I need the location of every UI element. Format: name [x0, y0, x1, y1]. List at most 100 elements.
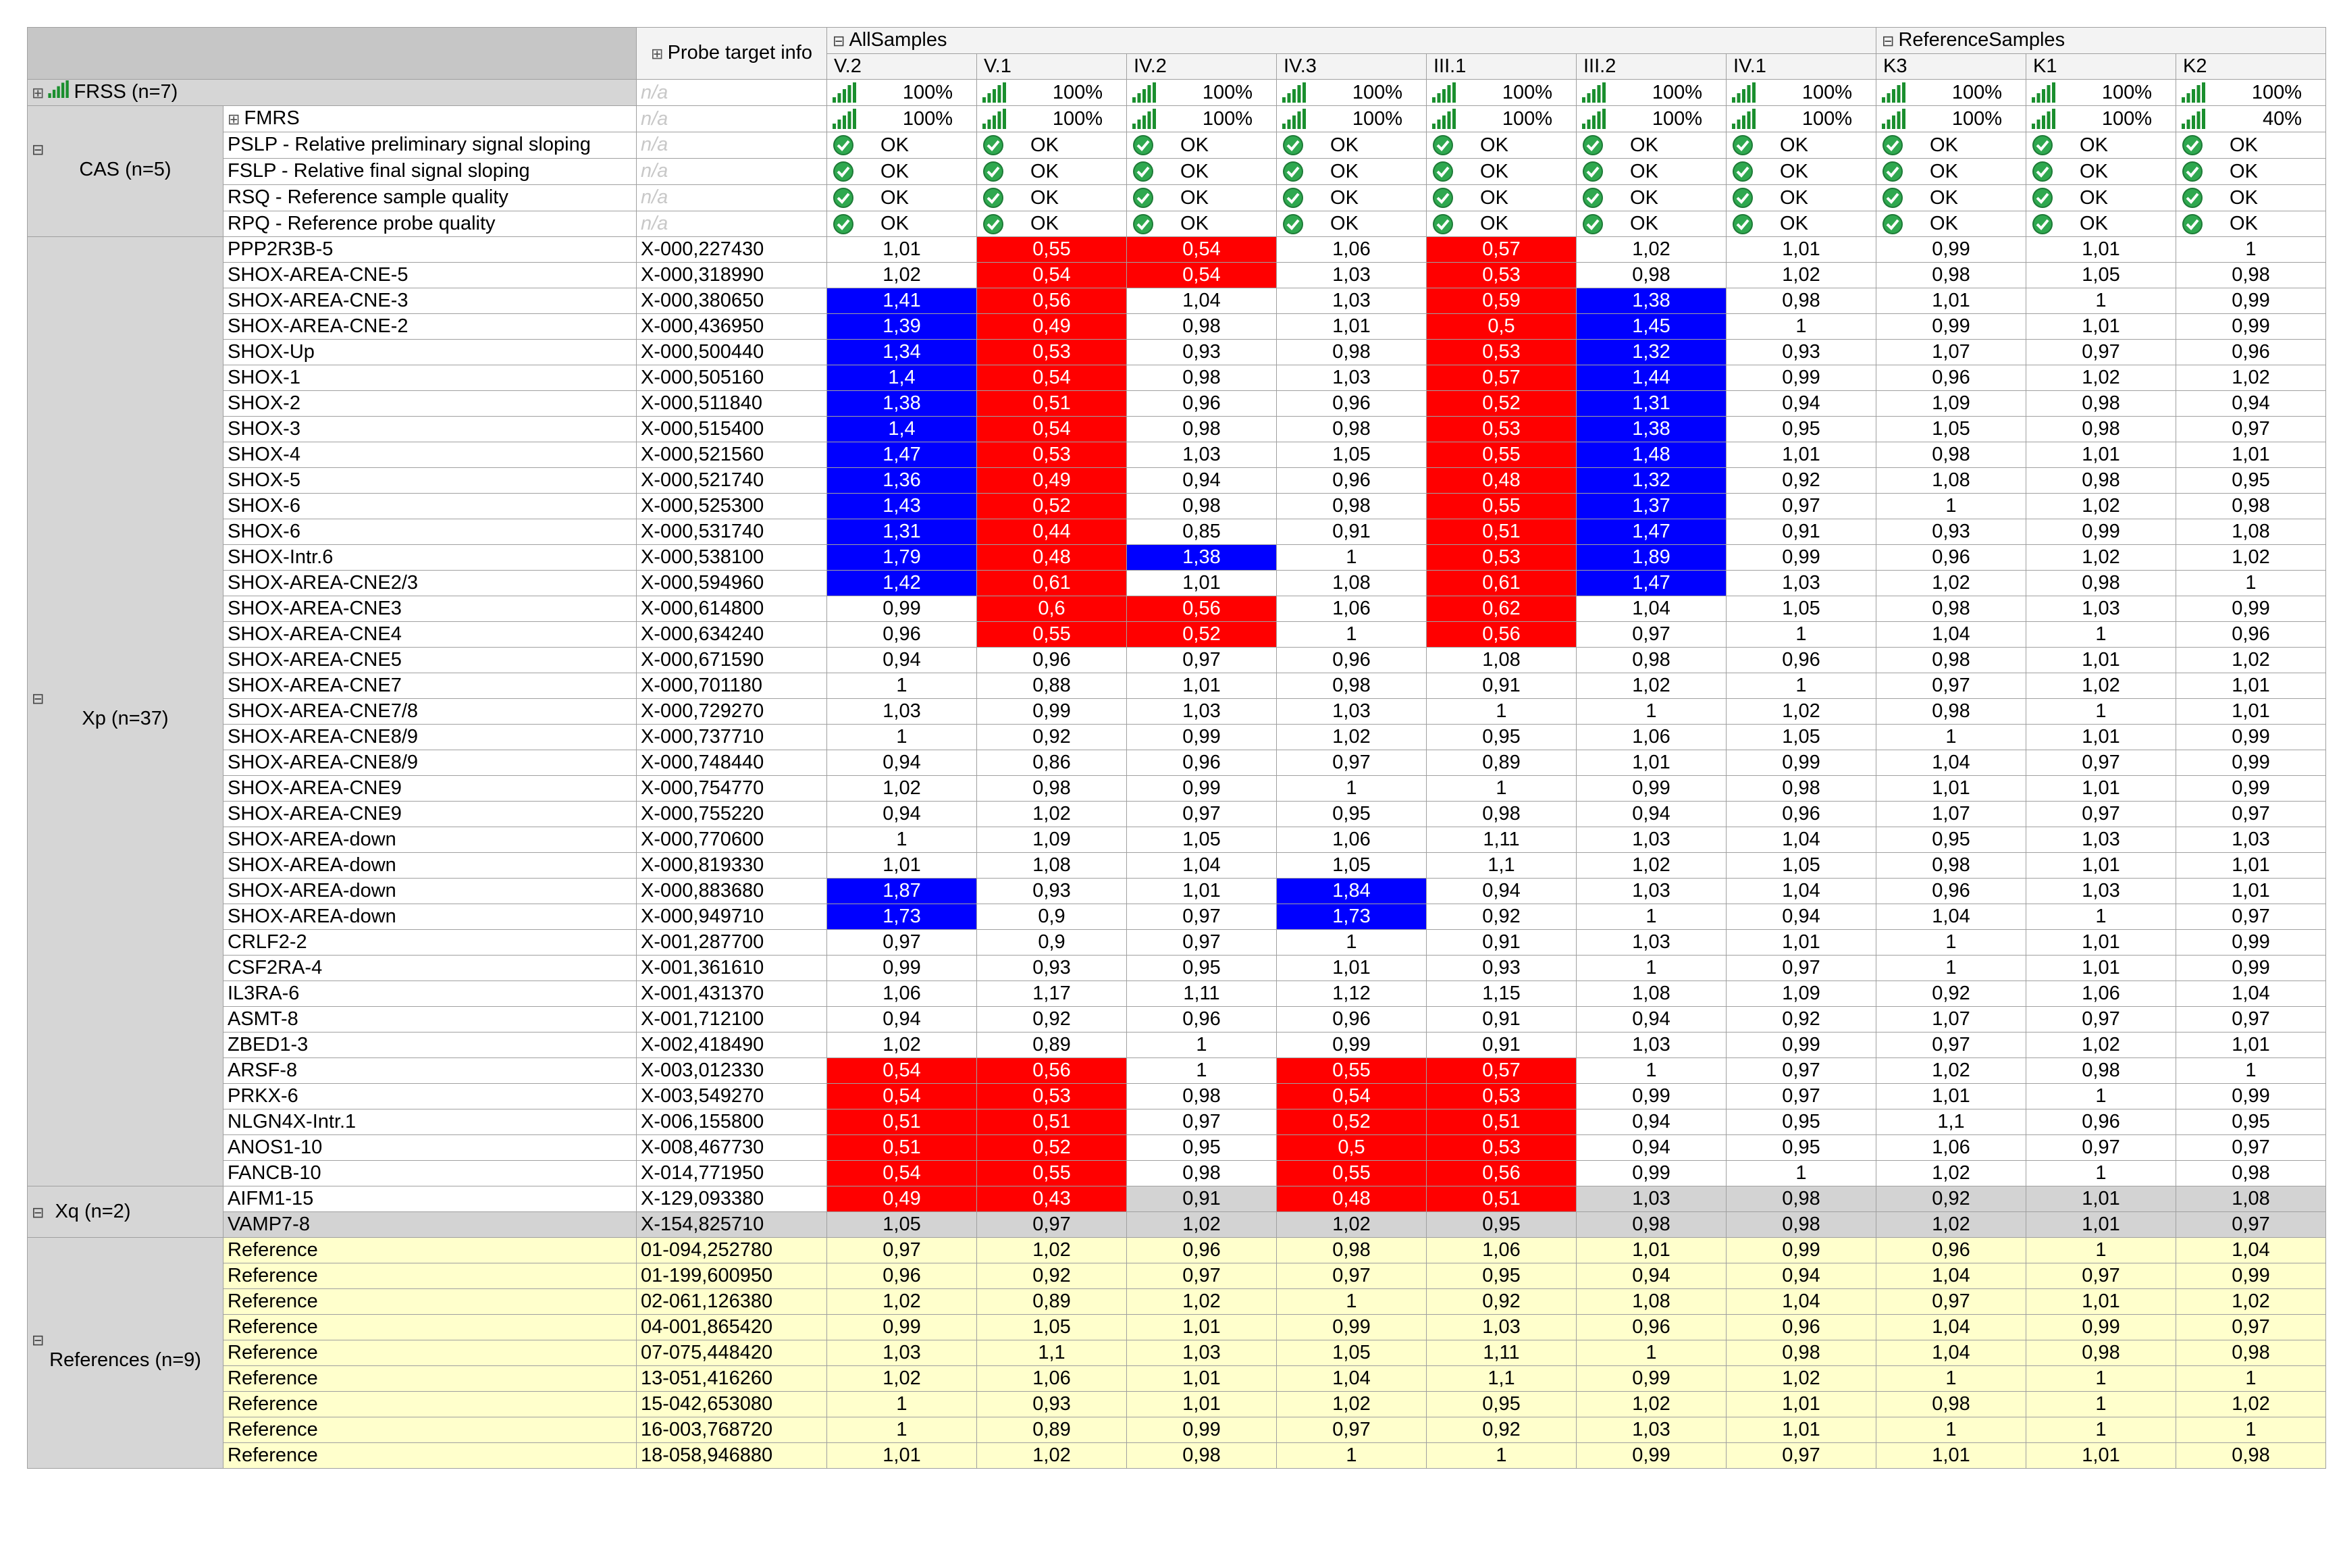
ratio-cell[interactable]: 1,1 [1426, 1365, 1577, 1392]
xp-row[interactable]: FANCB-10 X-014,771950 0,54 0,55 0,98 0,55 0,56… [28, 1160, 2326, 1187]
ratio-cell[interactable]: 0,98 [1876, 698, 2026, 725]
probe-name[interactable]: FANCB-10 [223, 1160, 637, 1187]
ratio-cell[interactable]: 1,38 [826, 390, 977, 417]
ratio-cell[interactable]: 0,95 [1126, 955, 1277, 982]
row-name[interactable]: PSLP - Relative preliminary signal slopi… [223, 132, 637, 159]
xp-row[interactable]: CSF2RA-4 X-001,361610 0,99 0,93 0,95 1,01 0,93… [28, 955, 2326, 982]
ratio-cell[interactable]: 0,98 [2176, 1442, 2326, 1469]
ratio-cell[interactable]: 1,02 [826, 775, 977, 802]
xp-row[interactable]: SHOX-5 X-000,521740 1,36 0,49 0,94 0,96 0,48 1,… [28, 467, 2326, 494]
ratio-cell[interactable]: 0,97 [1726, 1057, 1876, 1084]
ratio-cell[interactable]: 0,98 [1726, 775, 1876, 802]
ratio-cell[interactable]: 0,52 [1276, 1109, 1427, 1136]
xp-row[interactable]: SHOX-AREA-CNE3 X-000,614800 0,99 0,6 0,56 1,0… [28, 596, 2326, 623]
ratio-cell[interactable]: 0,48 [1426, 467, 1577, 494]
xp-row[interactable]: ⊟ Xp (n=37) PPP2R3B-5 X-000,227430 1,01 0,55 0… [27, 236, 2326, 1187]
ratio-cell[interactable]: 1,05 [1276, 442, 1427, 469]
ratio-cell[interactable]: 0,96 [1726, 1314, 1876, 1341]
ratio-cell[interactable]: 0,57 [1426, 365, 1577, 392]
ratio-cell[interactable]: 1 [1276, 1442, 1427, 1469]
ratio-cell[interactable]: 0,89 [976, 1417, 1127, 1444]
ratio-cell[interactable]: 0,53 [1426, 339, 1577, 366]
ratio-cell[interactable]: 0,97 [2026, 750, 2176, 777]
ratio-cell[interactable]: 1,02 [2026, 544, 2176, 571]
sample-column-header[interactable]: K2 [2176, 53, 2326, 80]
ratio-cell[interactable]: 0,55 [976, 621, 1127, 648]
probe-name[interactable]: SHOX-3 [223, 416, 637, 443]
ratio-cell[interactable]: 1,09 [1876, 390, 2026, 417]
ratio-cell[interactable]: 1 [1726, 313, 1876, 340]
ratio-cell[interactable]: 1,01 [2026, 775, 2176, 802]
ratio-cell[interactable]: 0,54 [1126, 236, 1277, 263]
ratio-cell[interactable]: 0,96 [1576, 1314, 1727, 1341]
ratio-cell[interactable]: 1,01 [2176, 698, 2326, 725]
ratio-cell[interactable]: 1,06 [1876, 1134, 2026, 1161]
ratio-cell[interactable]: 0,95 [1876, 827, 2026, 854]
ratio-cell[interactable]: 0,99 [2176, 596, 2326, 623]
ratio-cell[interactable]: 0,99 [1576, 1160, 1727, 1187]
ratio-cell[interactable]: 0,51 [976, 390, 1127, 417]
xp-row[interactable]: SHOX-AREA-CNE7/8 X-000,729270 1,03 0,99 1,03… [28, 698, 2326, 725]
ratio-cell[interactable]: 0,57 [1426, 236, 1577, 263]
ratio-cell[interactable]: 0,98 [1876, 1391, 2026, 1418]
ratio-cell[interactable]: 1,08 [1426, 647, 1577, 674]
ratio-cell[interactable]: 0,94 [826, 647, 977, 674]
ratio-cell[interactable]: 0,97 [2026, 1263, 2176, 1290]
ratio-cell[interactable]: 1,04 [1876, 904, 2026, 931]
ratio-cell[interactable]: 1,05 [1126, 827, 1277, 854]
ratio-cell[interactable]: 1 [1126, 1057, 1277, 1084]
xp-row[interactable]: SHOX-2 X-000,511840 1,38 0,51 0,96 0,96 0,52 1,… [28, 390, 2326, 417]
ratio-cell[interactable]: 0,95 [1126, 1134, 1277, 1161]
ratio-cell[interactable]: 0,99 [826, 596, 977, 623]
ratio-cell[interactable]: 0,98 [1726, 1340, 1876, 1367]
ratio-cell[interactable]: 0,99 [2026, 519, 2176, 546]
probe-name[interactable]: SHOX-AREA-down [223, 852, 637, 879]
ratio-cell[interactable]: 0,92 [1426, 1288, 1577, 1315]
xp-row[interactable]: SHOX-AREA-CNE-3 X-000,380650 1,41 0,56 1,04 1… [28, 288, 2326, 315]
ratio-cell[interactable]: 1,02 [2176, 544, 2326, 571]
ratio-cell[interactable]: 1,04 [1876, 621, 2026, 648]
collapse-group-icon[interactable]: ⊟ [1882, 32, 1895, 49]
ratio-cell[interactable]: 0,92 [1876, 1186, 2026, 1213]
ratio-cell[interactable]: 0,91 [1426, 1006, 1577, 1033]
xp-row[interactable]: SHOX-AREA-CNE8/9 X-000,748440 0,94 0,86 0,96… [28, 750, 2326, 777]
ratio-cell[interactable]: 1,06 [1276, 236, 1427, 263]
ratio-cell[interactable]: 1,36 [826, 467, 977, 494]
ratio-cell[interactable]: 1 [1276, 775, 1427, 802]
xp-row[interactable]: SHOX-Up X-000,500440 1,34 0,53 0,93 0,98 0,53 1… [28, 339, 2326, 366]
ratio-cell[interactable]: 1,06 [1276, 596, 1427, 623]
ratio-cell[interactable]: 1,02 [1276, 1211, 1427, 1238]
ratio-cell[interactable]: 0,98 [1276, 1237, 1427, 1264]
ratio-cell[interactable]: 1,79 [826, 544, 977, 571]
ratio-cell[interactable]: 0,89 [976, 1032, 1127, 1059]
sample-column-header[interactable]: IV.3 [1276, 53, 1427, 80]
ratio-cell[interactable]: 1,05 [1276, 852, 1427, 879]
ratio-cell[interactable]: 1,06 [1576, 724, 1727, 751]
ratio-cell[interactable]: 0,94 [1426, 878, 1577, 905]
probe-name[interactable]: SHOX-AREA-CNE8/9 [223, 724, 637, 751]
ratio-cell[interactable]: 0,99 [1276, 1314, 1427, 1341]
ratio-cell[interactable]: 0,99 [1576, 775, 1727, 802]
ratio-cell[interactable]: 0,98 [1876, 262, 2026, 289]
row-name[interactable]: RSQ - Reference sample quality [223, 184, 637, 211]
ratio-cell[interactable]: 1 [2026, 1391, 2176, 1418]
ratio-cell[interactable]: 1,44 [1576, 365, 1727, 392]
ratio-cell[interactable]: 1 [1876, 929, 2026, 956]
ratio-cell[interactable]: 0,56 [976, 288, 1127, 315]
xp-row[interactable]: SHOX-6 X-000,531740 1,31 0,44 0,85 0,91 0,51 1,… [28, 519, 2326, 546]
ratio-cell[interactable]: 0,99 [2176, 1083, 2326, 1110]
xq-row[interactable]: VAMP7-8 X-154,825710 1,05 0,97 1,02 1,02 0,95 0… [28, 1211, 2326, 1238]
ratio-cell[interactable]: 0,91 [1426, 1032, 1577, 1059]
ratio-cell[interactable]: 1,05 [1876, 416, 2026, 443]
ratio-cell[interactable]: 0,52 [976, 493, 1127, 520]
ratio-cell[interactable]: 0,98 [1126, 313, 1277, 340]
probe-name[interactable]: SHOX-AREA-CNE4 [223, 621, 637, 648]
ratio-cell[interactable]: 0,98 [2026, 570, 2176, 597]
ratio-cell[interactable]: 1 [826, 827, 977, 854]
ratio-cell[interactable]: 0,53 [1426, 1083, 1577, 1110]
xp-group-label[interactable]: ⊟ Xp (n=37) [27, 236, 223, 1187]
sample-column-header[interactable]: IV.1 [1726, 53, 1876, 80]
ratio-cell[interactable]: 1 [1426, 698, 1577, 725]
ratio-cell[interactable]: 1,04 [1726, 827, 1876, 854]
ratio-cell[interactable]: 1,02 [1876, 1057, 2026, 1084]
